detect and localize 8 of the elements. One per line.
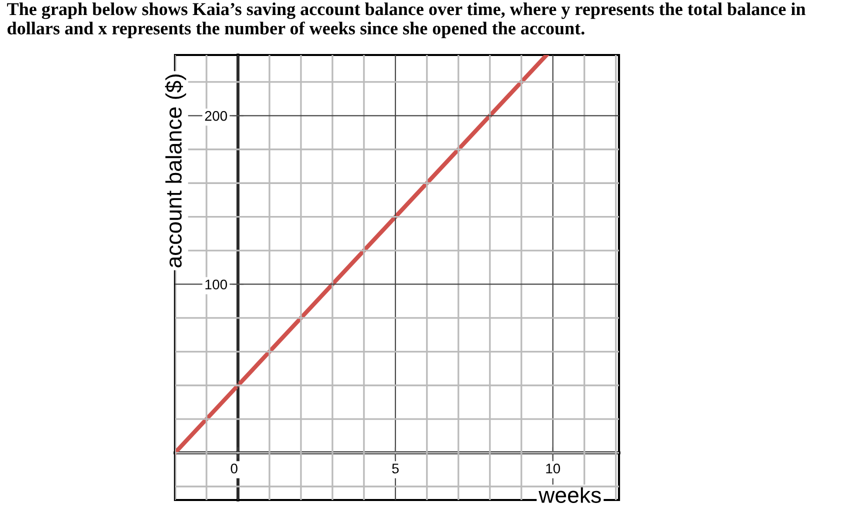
x-tick-label: 10 [546, 464, 560, 474]
x-axis-title: weeks [538, 486, 601, 503]
x-tick-label: 5 [392, 464, 399, 474]
y-tick-label: 200 [205, 111, 228, 121]
chart-title: The graph below shows Kaia’s saving account balance over time, where y represents the total balance in dollars and x represents the number of weeks since she opened the account. [7, 2, 806, 38]
y-tick-label: 100 [205, 280, 228, 290]
x-tick-label: 0 [230, 464, 238, 474]
y-axis-title: account balance ($) [165, 74, 186, 268]
